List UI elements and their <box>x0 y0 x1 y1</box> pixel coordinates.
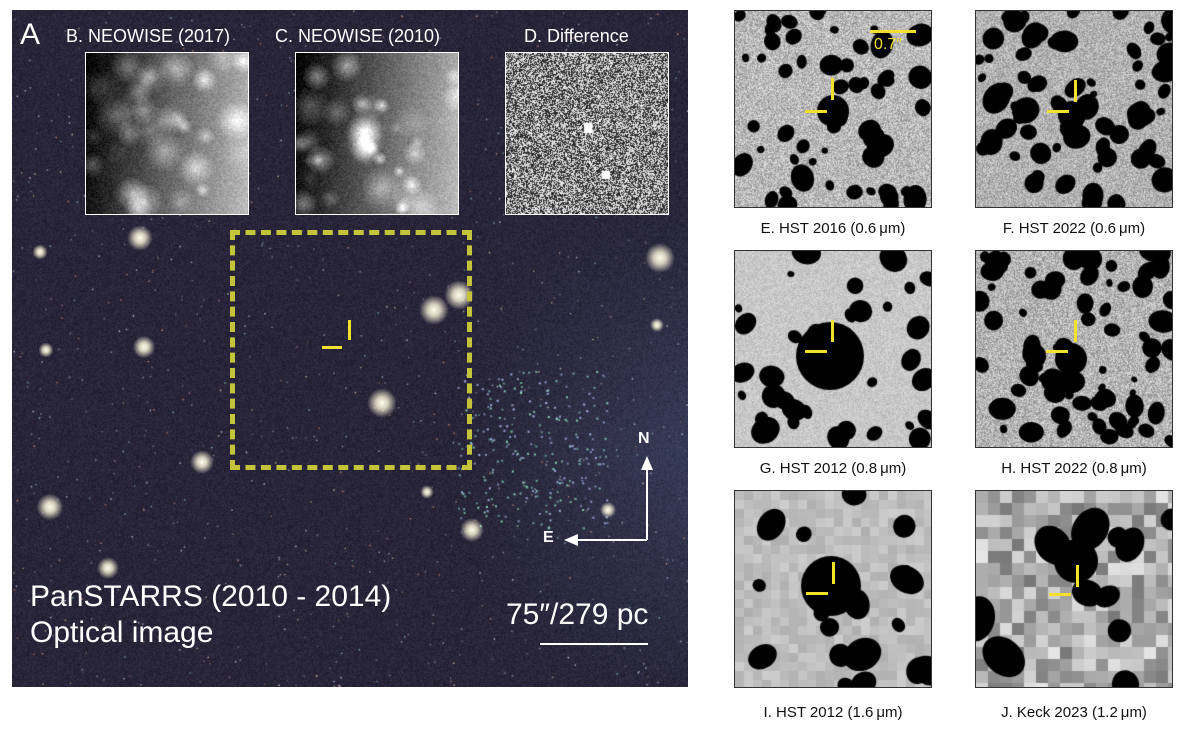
tile-g-hst-2012-0.8um <box>734 250 932 448</box>
scale-bar <box>540 643 648 645</box>
tile-f-caption: F. HST 2022 (0.6 μm) <box>1002 220 1146 237</box>
inset-d-title: D. Difference <box>524 26 629 46</box>
tile-h-hst-2022-0.8um <box>975 250 1173 448</box>
compass-arrows-icon <box>564 456 653 546</box>
tile-f-marker-vertical <box>1074 80 1077 102</box>
tile-e-hst-2016-0.6um <box>734 10 932 208</box>
inset-b-neowise-2017 <box>85 52 249 215</box>
tile-h-marker-vertical <box>1074 320 1077 342</box>
tile-j-caption: J. Keck 2023 (1.2 μm) <box>1001 704 1147 721</box>
tile-g-caption: G. HST 2012 (0.8 μm) <box>759 460 907 477</box>
survey-caption: PanSTARRS (2010 - 2014) <box>30 580 392 613</box>
tile-e-scale-bar <box>870 30 916 33</box>
tile-j-marker-vertical <box>1076 565 1079 587</box>
compass-north-label: N <box>638 430 650 447</box>
tile-g-marker-horizontal <box>805 350 827 353</box>
tile-g-marker-vertical <box>831 320 834 342</box>
panstarrs-optical-image: A B. NEOWISE (2017) C. NEOWISE (2010) D.… <box>12 10 688 687</box>
tile-i-hst-2012-1.6um <box>734 490 932 688</box>
scale-label: 75″/279 pc <box>506 598 649 631</box>
tile-i-marker-horizontal <box>806 592 828 595</box>
tile-i-marker-vertical <box>832 562 835 584</box>
tile-f-hst-2022-0.6um <box>975 10 1173 208</box>
inset-c-neowise-2010 <box>295 52 459 215</box>
tile-f-marker-horizontal <box>1047 110 1069 113</box>
inset-c-title: C. NEOWISE (2010) <box>275 26 441 46</box>
tile-e-marker-horizontal <box>805 110 827 113</box>
zoom-region-box <box>230 230 472 470</box>
source-marker-vertical <box>348 320 351 340</box>
tile-i-caption: I. HST 2012 (1.6 μm) <box>763 704 903 721</box>
tile-h-caption: H. HST 2022 (0.8 μm) <box>1001 460 1147 477</box>
tile-j-keck-2023-1.2um <box>975 490 1173 688</box>
tile-e-caption: E. HST 2016 (0.6 μm) <box>760 220 906 237</box>
image-type-caption: Optical image <box>30 616 214 649</box>
panel-letter-a: A <box>20 18 41 51</box>
inset-b-title: B. NEOWISE (2017) <box>66 26 231 46</box>
tile-e-marker-vertical <box>831 78 834 100</box>
inset-d-difference <box>505 52 669 215</box>
tile-j-marker-horizontal <box>1049 593 1071 596</box>
tile-e-scale-label: 0.7″ <box>874 36 902 53</box>
compass-east-label: E <box>543 529 554 546</box>
tile-h-marker-horizontal <box>1046 350 1068 353</box>
source-marker-horizontal <box>322 346 342 349</box>
